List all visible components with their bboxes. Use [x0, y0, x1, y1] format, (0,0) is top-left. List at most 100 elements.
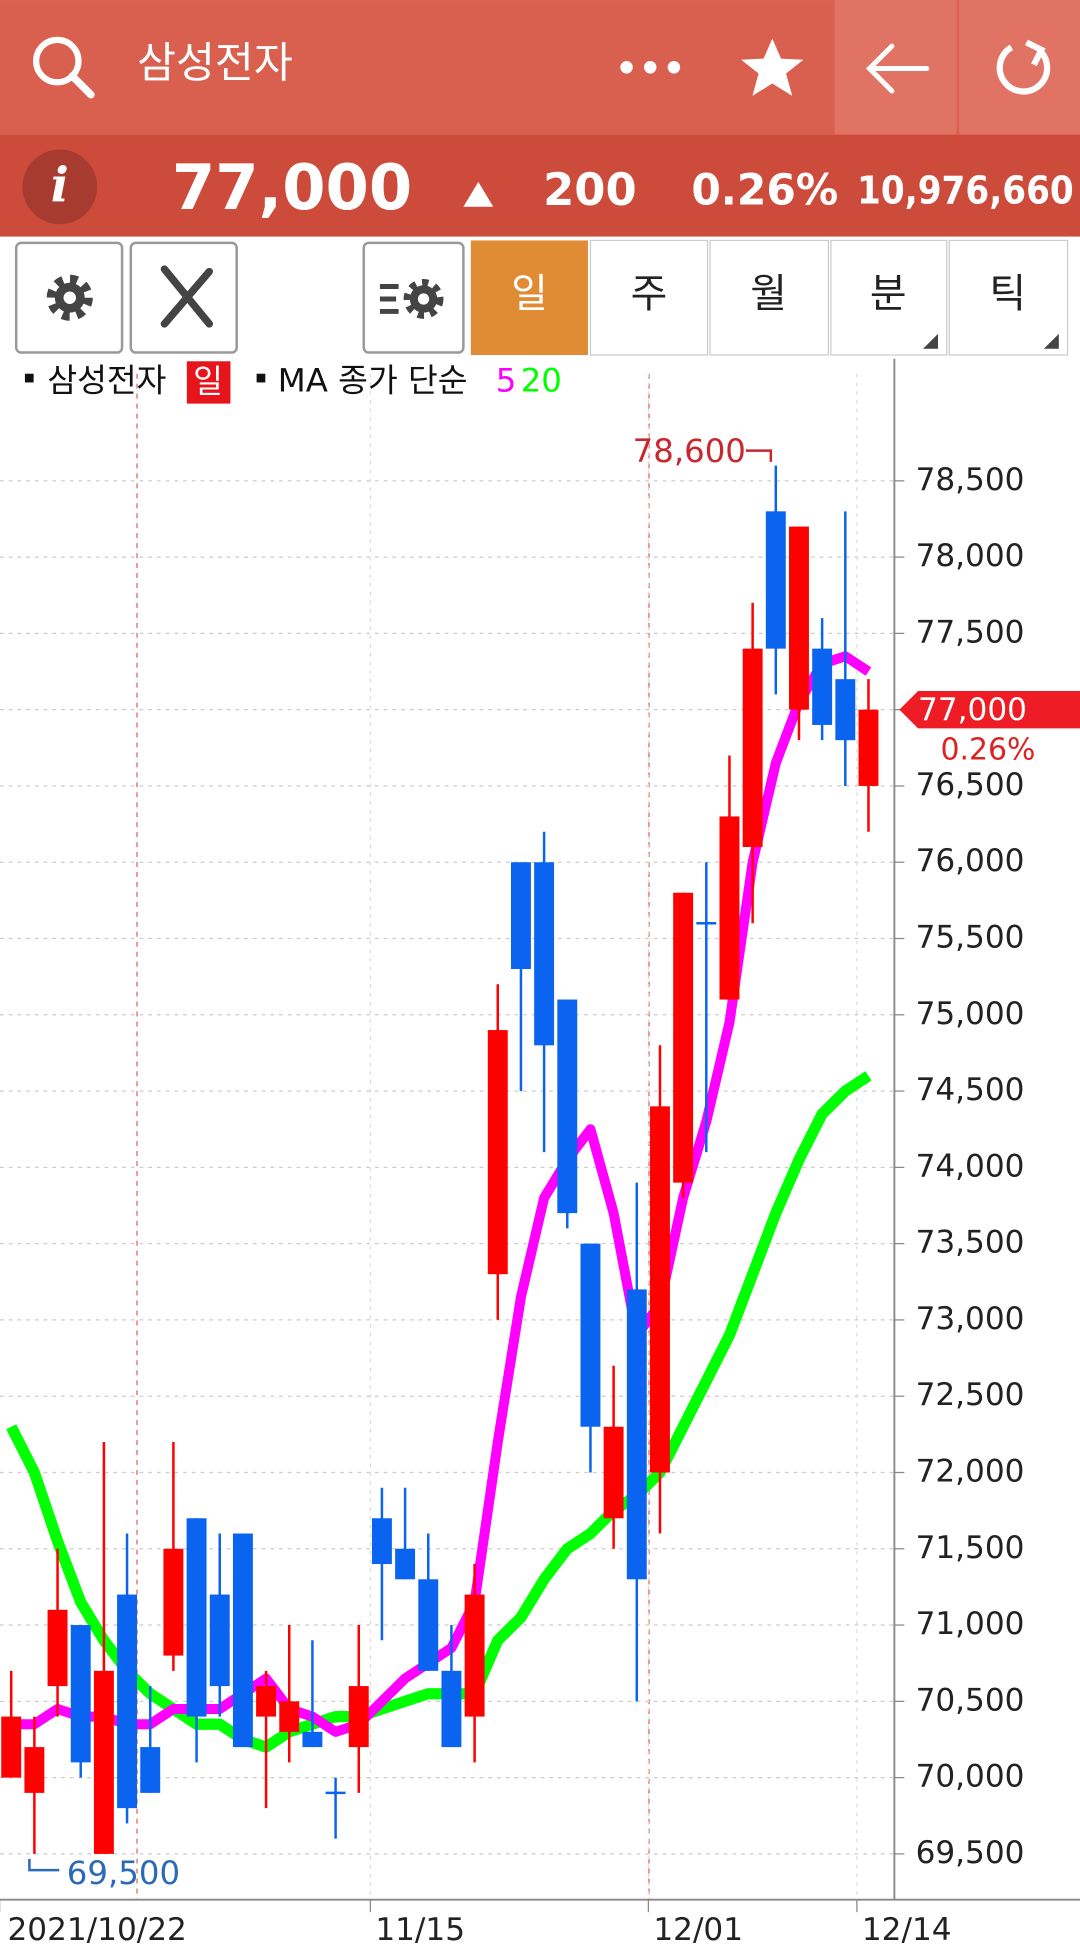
y-tick-label: 78,500 — [916, 462, 1025, 498]
x-tick-label: 2021/10/22 — [7, 1912, 186, 1948]
star-icon[interactable] — [741, 38, 804, 96]
price: 77,000 — [172, 151, 412, 224]
legend-entry: 5 — [496, 361, 517, 399]
candle-body — [348, 1686, 369, 1748]
info-icon: i — [51, 158, 69, 213]
tab[interactable] — [589, 239, 709, 356]
candle-body — [510, 862, 531, 970]
y-tick-label: 69,500 — [916, 1835, 1025, 1871]
candle-body — [858, 709, 879, 786]
y-tick-label: 74,500 — [916, 1072, 1025, 1108]
candle-body — [1, 1716, 22, 1778]
gear-icon — [46, 274, 93, 321]
change: 200 — [543, 163, 637, 216]
tab-selected[interactable] — [470, 240, 588, 356]
candle-body — [441, 1670, 462, 1748]
legend-entry: 20 — [521, 361, 562, 399]
y-tick-label: 70,000 — [916, 1759, 1025, 1795]
candle-body — [279, 1701, 300, 1732]
up-arrow — [463, 181, 494, 207]
tab[interactable] — [948, 239, 1069, 356]
y-tick-label: 75,500 — [916, 920, 1025, 956]
legend-label: 삼성전자 — [47, 361, 166, 399]
y-tick-label: 74,000 — [916, 1148, 1025, 1184]
candle-body — [140, 1747, 161, 1793]
candle-body — [209, 1594, 230, 1687]
legend-marker — [256, 373, 266, 383]
ma-line — [11, 651, 872, 1737]
candle-body — [534, 862, 555, 1046]
candle-body — [70, 1625, 91, 1763]
candle-body — [649, 1106, 670, 1473]
info-button[interactable] — [22, 149, 98, 225]
y-tick-label: 70,500 — [916, 1682, 1025, 1718]
candle-body — [302, 1731, 323, 1748]
chart: 삼성전자 일 MA 종가 단순 5 20 69,500 70,000 70,500 7… — [0, 358, 1080, 1948]
app-title: 삼성전자 — [137, 39, 293, 88]
dropdown-mark — [923, 333, 938, 349]
x-tick-label: 12/01 — [653, 1912, 743, 1948]
candle-body — [256, 1686, 277, 1717]
back-icon[interactable] — [865, 43, 930, 94]
candle-body — [186, 1518, 207, 1717]
y-tick-label: 76,000 — [916, 843, 1025, 879]
candle-body — [626, 1289, 647, 1580]
quote-bar — [0, 134, 1080, 237]
candle-body — [418, 1579, 439, 1671]
candle-body — [47, 1609, 68, 1687]
candle-body — [163, 1548, 184, 1656]
refresh-icon[interactable] — [996, 39, 1051, 95]
legend-marker — [24, 373, 34, 383]
high-arrow — [745, 449, 773, 462]
y-tick-label: 77,500 — [916, 614, 1025, 650]
candle-body — [719, 816, 740, 1000]
legend-label: MA 종가 단순 — [278, 361, 468, 399]
period-label: 일 — [193, 363, 223, 401]
last-price-tag — [899, 690, 1080, 729]
candle-body — [673, 892, 694, 1183]
tab[interactable] — [830, 239, 948, 356]
candle-body — [580, 1243, 601, 1427]
volume: 10,976,660 — [857, 169, 1074, 214]
candle-body — [765, 511, 786, 649]
y-tick-label: 73,500 — [916, 1225, 1025, 1261]
tab[interactable] — [709, 239, 829, 356]
y-tick-label: 73,000 — [916, 1301, 1025, 1337]
y-tick-label: 76,500 — [916, 767, 1025, 803]
y-tick-label: 75,000 — [916, 996, 1025, 1032]
y-tick-label: 72,000 — [916, 1453, 1025, 1489]
candle-body — [232, 1533, 253, 1748]
candle-body — [24, 1747, 45, 1793]
candle-body — [696, 922, 717, 925]
tools-icon — [160, 265, 214, 328]
candle-body — [93, 1670, 114, 1854]
search-icon[interactable] — [33, 36, 95, 99]
y-tick-label: 71,500 — [916, 1530, 1025, 1566]
change-rate: 0.26% — [691, 166, 838, 215]
tab-label: 월 — [750, 271, 787, 317]
candle-body — [395, 1548, 416, 1580]
candle-body — [812, 648, 833, 725]
more-icon[interactable] — [620, 61, 681, 74]
candle-body — [487, 1030, 508, 1275]
y-tick-label: 72,500 — [916, 1377, 1025, 1413]
x-tick-label: 12/14 — [862, 1912, 952, 1948]
candle-body — [557, 999, 578, 1214]
tab-label: 틱 — [989, 271, 1026, 317]
candle-body — [603, 1426, 624, 1519]
x-tick-label: 11/15 — [375, 1912, 465, 1948]
candle-body — [371, 1518, 392, 1565]
candle-body — [325, 1791, 346, 1795]
indicator-icon — [379, 279, 444, 319]
ma-line — [6, 1071, 872, 1753]
last-change-label: 0.26% — [940, 732, 1035, 767]
candle-body — [742, 648, 763, 847]
last-price-label: 77,000 — [918, 692, 1027, 728]
candle-body — [789, 526, 809, 710]
period-badge — [186, 361, 231, 404]
candle-body — [117, 1594, 138, 1809]
refresh-button[interactable] — [959, 0, 1080, 135]
high-label: 78,600 — [633, 432, 746, 470]
low-arrow — [28, 1858, 60, 1872]
